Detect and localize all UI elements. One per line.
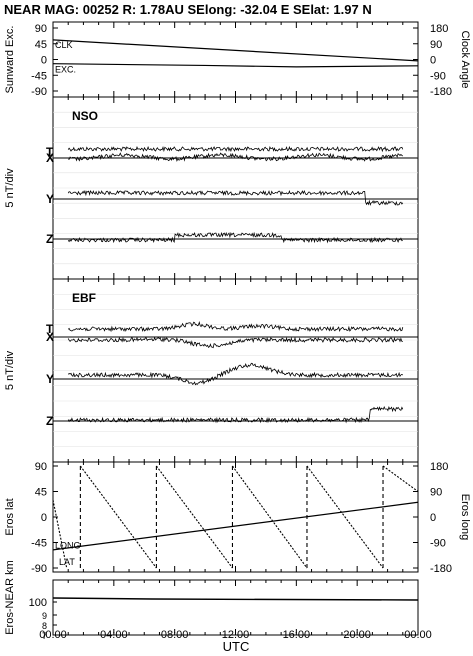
y-axis-label-left: 5 nT/div [4, 168, 16, 208]
trace-label-t: T [46, 322, 54, 336]
y-tick-label-right: -180 [430, 86, 452, 98]
y-tick-label-right: 0 [430, 55, 436, 67]
series-label: LONG [55, 541, 81, 551]
series-clk [52, 39, 419, 62]
trace-label-t: T [46, 145, 54, 159]
y-axis-label-left: Eros lat [4, 498, 16, 535]
y-tick-label: 100 [29, 597, 47, 609]
x-axis-label: UTC [223, 639, 250, 654]
x-tick-label: 12:00 [222, 629, 250, 641]
y-axis-label-left: Eros-NEAR km [4, 560, 16, 635]
x-tick-label: 00:00 [39, 629, 67, 641]
y-tick-label: -45 [31, 538, 47, 550]
x-tick-label: 20:00 [343, 629, 371, 641]
trace-label-z: Z [46, 232, 53, 246]
y-tick-label: 45 [35, 487, 47, 499]
figure-title: NEAR MAG: 00252 R: 1.78AU SElong: -32.04… [4, 2, 372, 17]
series-label: CLK [55, 40, 73, 50]
y-tick-label: -90 [31, 86, 47, 98]
y-axis-label-left: 5 nT/div [4, 350, 16, 390]
trace-label-x: X [46, 151, 54, 165]
panels [52, 21, 419, 636]
panel-frame-3 [52, 461, 419, 573]
series-label: LAT [59, 557, 75, 567]
series-exc [52, 63, 419, 68]
y-tick-label: -45 [31, 70, 47, 82]
panel-label-nso: NSO [72, 109, 98, 123]
y-tick-label: 90 [35, 461, 47, 473]
trace-x [68, 152, 404, 162]
x-tick-label: 16:00 [283, 629, 311, 641]
trace-label-x: X [46, 330, 54, 344]
series-long-segment [382, 465, 419, 492]
trace-y [67, 189, 404, 206]
trace-label-y: Y [46, 192, 54, 206]
series-long-segment [306, 465, 384, 569]
y-tick-label-right: -180 [430, 563, 452, 575]
trace-z [67, 231, 403, 244]
y-tick-label-right: 180 [430, 23, 448, 35]
traces [52, 39, 419, 601]
series-long-segment [232, 465, 308, 569]
panel-frame-4 [52, 579, 419, 636]
trace-t [67, 145, 404, 153]
y-tick-label: 7 [42, 631, 47, 641]
y-axis-label-right: Clock Angle [459, 30, 471, 88]
y-tick-label: 0 [41, 512, 47, 524]
series-label: EXC. [55, 65, 76, 75]
y-tick-label-right: 90 [430, 39, 442, 51]
panel-label-ebf: EBF [72, 291, 96, 305]
y-tick-label-right: -90 [430, 538, 446, 550]
trace-label-z: Z [46, 414, 53, 428]
y-tick-label-right: 180 [430, 461, 448, 473]
y-tick-label-right: 90 [430, 487, 442, 499]
trace-y [67, 362, 403, 386]
x-tick-label: 08:00 [161, 629, 189, 641]
y-tick-label-right: 0 [430, 512, 436, 524]
y-tick-label: 8 [42, 621, 47, 631]
trace-t [67, 321, 404, 333]
y-axis-label-left: Sunward Exc. [4, 26, 16, 94]
series-long-segment [79, 465, 157, 569]
x-tick-label: 00:00 [404, 629, 432, 641]
y-tick-label: 9 [42, 611, 47, 621]
series-distance [52, 597, 419, 601]
trace-z [67, 405, 404, 424]
trace-x [67, 336, 403, 349]
series-long-segment [155, 465, 233, 569]
series-lat [52, 501, 419, 551]
y-axis-label-right: Eros long [459, 494, 471, 540]
y-tick-label-right: -90 [430, 70, 446, 82]
y-tick-label: 90 [35, 23, 47, 35]
y-tick-label: 45 [35, 39, 47, 51]
series-long-segment [52, 499, 68, 569]
x-tick-label: 04:00 [100, 629, 128, 641]
panel-frame-0 [52, 21, 419, 98]
y-tick-label: -90 [31, 563, 47, 575]
trace-label-y: Y [46, 372, 54, 386]
y-tick-label: 0 [41, 55, 47, 67]
